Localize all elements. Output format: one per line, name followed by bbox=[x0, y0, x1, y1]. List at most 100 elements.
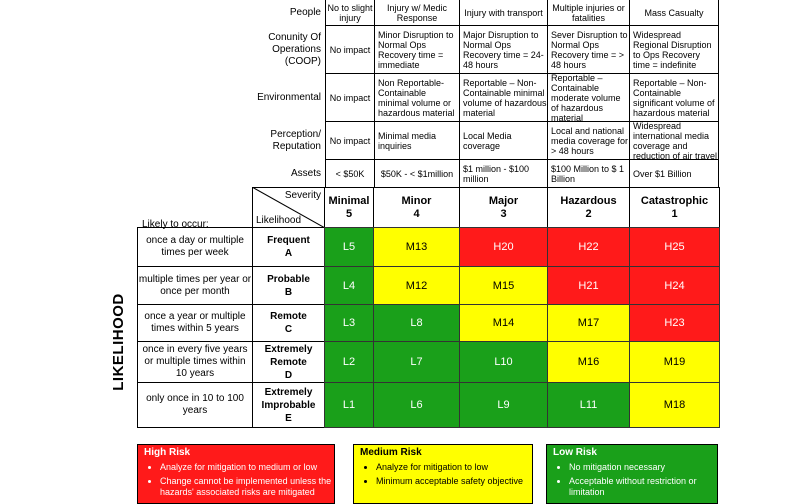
impact-cell: Local and national media coverage for > … bbox=[547, 121, 630, 160]
likelihood-name: Remote bbox=[270, 311, 307, 322]
impact-row-label: Perception/ Reputation bbox=[270, 128, 321, 152]
impact-cell: $50K - < $1million bbox=[374, 159, 460, 188]
severity-name: Hazardous bbox=[560, 194, 617, 207]
likelihood-name: Frequent bbox=[267, 235, 310, 246]
severity-header: Minor 4 bbox=[373, 187, 460, 228]
likelihood-name: Extremely Improbable bbox=[261, 386, 316, 411]
risk-cell: H25 bbox=[629, 227, 720, 267]
severity-name: Minimal bbox=[328, 194, 370, 207]
risk-cell: M18 bbox=[629, 382, 720, 428]
risk-cell: M17 bbox=[547, 304, 630, 342]
legend-item: Minimum acceptable safety objective bbox=[376, 476, 532, 487]
likelihood-letter: D bbox=[284, 369, 293, 381]
likelihood-label: Likelihood bbox=[256, 215, 302, 226]
severity-label: Severity bbox=[284, 190, 321, 201]
risk-cell: H20 bbox=[459, 227, 548, 267]
impact-row-label: Assets bbox=[290, 167, 321, 179]
impact-cell: Sever Disruption to Normal Ops Recovery … bbox=[547, 25, 630, 74]
risk-cell: M12 bbox=[373, 266, 460, 305]
likelihood-name: Probable bbox=[267, 273, 310, 285]
severity-num: 3 bbox=[500, 207, 507, 220]
likelihood-letter: A bbox=[284, 248, 293, 259]
risk-cell: M13 bbox=[373, 227, 460, 267]
legend-list: Analyze for mitigation to medium or low … bbox=[138, 462, 334, 498]
legend-title: Low Risk bbox=[553, 447, 597, 458]
severity-num: 2 bbox=[585, 207, 592, 220]
impact-cell: No to slight injury bbox=[325, 0, 375, 26]
legend-title: High Risk bbox=[144, 447, 191, 458]
risk-cell: L2 bbox=[324, 341, 374, 383]
legend-item: Analyze for mitigation to medium or low bbox=[160, 462, 334, 473]
likelihood-name: Extremely Remote bbox=[264, 343, 313, 368]
risk-cell: L9 bbox=[459, 382, 548, 428]
legend-list: No mitigation necessary Acceptable witho… bbox=[547, 462, 717, 498]
impact-cell: Widespread Regional Disruption to Ops Re… bbox=[629, 25, 719, 74]
occurrence-description: once a day or multiple times per week bbox=[137, 227, 253, 267]
legend-item: Analyze for mitigation to low bbox=[376, 462, 532, 473]
legend-low-risk: Low Risk No mitigation necessary Accepta… bbox=[546, 444, 718, 504]
legend-medium-risk: Medium Risk Analyze for mitigation to lo… bbox=[353, 444, 533, 504]
severity-num: 4 bbox=[413, 207, 420, 220]
severity-header: Minimal 5 bbox=[324, 187, 374, 228]
impact-row-label: Environmental bbox=[257, 91, 321, 103]
severity-name: Catastrophic bbox=[640, 194, 709, 207]
risk-cell: H24 bbox=[629, 266, 720, 305]
occurrence-description: once in every five years or multiple tim… bbox=[137, 341, 253, 383]
risk-cell: L3 bbox=[324, 304, 374, 342]
risk-cell: L1 bbox=[324, 382, 374, 428]
likelihood-level: Probable B bbox=[252, 266, 325, 305]
impact-cell: < $50K bbox=[325, 159, 375, 188]
legend-list: Analyze for mitigation to low Minimum ac… bbox=[354, 462, 532, 487]
impact-cell: Reportable – Non-Containable significant… bbox=[629, 73, 719, 122]
risk-cell: L4 bbox=[324, 266, 374, 305]
risk-cell: H21 bbox=[547, 266, 630, 305]
risk-cell: L8 bbox=[373, 304, 460, 342]
impact-cell: $1 million - $100 million bbox=[459, 159, 548, 188]
impact-cell: Injury w/ Medic Response bbox=[374, 0, 460, 26]
impact-cell: Mass Casualty bbox=[629, 0, 719, 26]
severity-header: Catastrophic 1 bbox=[629, 187, 720, 228]
risk-cell: L5 bbox=[324, 227, 374, 267]
corner-diagonal bbox=[252, 187, 325, 228]
severity-num: 5 bbox=[345, 207, 353, 220]
risk-cell: H22 bbox=[547, 227, 630, 267]
likelihood-letter: B bbox=[284, 286, 293, 298]
severity-name: Major bbox=[488, 194, 519, 207]
impact-cell: Local Media coverage bbox=[459, 121, 548, 160]
risk-cell: M15 bbox=[459, 266, 548, 305]
legend-title: Medium Risk bbox=[360, 447, 422, 458]
likelihood-level: Extremely Improbable E bbox=[252, 382, 325, 428]
impact-cell: Non Reportable- Containable minimal volu… bbox=[374, 73, 460, 122]
impact-cell: Over $1 Billion bbox=[629, 159, 719, 188]
impact-cell: No impact bbox=[325, 121, 375, 160]
impact-cell: $100 Million to $ 1 Billion bbox=[547, 159, 630, 188]
legend-item: No mitigation necessary bbox=[569, 462, 717, 473]
legend-item: Acceptable without restriction or limita… bbox=[569, 476, 717, 498]
impact-cell: No impact bbox=[325, 25, 375, 74]
impact-cell: Major Disruption to Normal Ops Recovery … bbox=[459, 25, 548, 74]
likelihood-letter: C bbox=[284, 324, 293, 335]
severity-header: Major 3 bbox=[459, 187, 548, 228]
risk-cell: L7 bbox=[373, 341, 460, 383]
risk-cell: M19 bbox=[629, 341, 720, 383]
risk-cell: M16 bbox=[547, 341, 630, 383]
likely-to-occur-label: Likely to occur: bbox=[142, 219, 209, 230]
severity-likelihood-corner: Severity Likelihood bbox=[252, 187, 325, 228]
impact-cell: Widespread international media coverage … bbox=[629, 121, 719, 161]
likelihood-axis-title: LIKELIHOOD bbox=[110, 293, 127, 391]
impact-row-label: Conunity Of Operations (COOP) bbox=[268, 31, 321, 67]
risk-cell: L11 bbox=[547, 382, 630, 428]
impact-cell: Minor Disruption to Normal Ops Recovery … bbox=[374, 25, 460, 74]
risk-cell: H23 bbox=[629, 304, 720, 342]
severity-header: Hazardous 2 bbox=[547, 187, 630, 228]
risk-cell: L6 bbox=[373, 382, 460, 428]
likelihood-level: Frequent A bbox=[252, 227, 325, 267]
impact-cell: No impact bbox=[325, 73, 375, 122]
occurrence-description: multiple times per year or once per mont… bbox=[137, 266, 253, 305]
impact-cell: Reportable – Non-Containable minimal vol… bbox=[459, 73, 548, 122]
severity-num: 1 bbox=[671, 207, 678, 220]
occurrence-description: once a year or multiple times within 5 y… bbox=[137, 304, 253, 342]
impact-cell: Multiple injuries or fatalities bbox=[547, 0, 630, 26]
likelihood-level: Remote C bbox=[252, 304, 325, 342]
impact-cell: Reportable – Containable moderate volume… bbox=[547, 73, 630, 123]
